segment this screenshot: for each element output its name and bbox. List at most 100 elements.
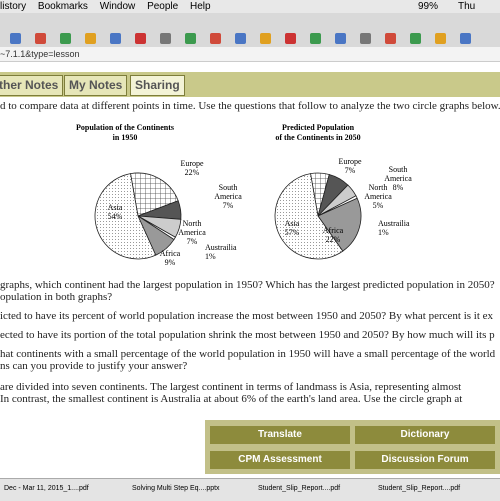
slice-name: Africa	[160, 249, 181, 258]
tool-button[interactable]: CPM Assessment	[210, 451, 350, 469]
slice-name: South	[389, 165, 408, 174]
bookmark-icon[interactable]	[185, 33, 196, 44]
url: ~7.1.1&type=lesson	[0, 49, 80, 59]
tab-bar: ther Notes My Notes Sharing	[0, 72, 500, 97]
slice-value: 1%	[205, 252, 216, 261]
slice-value: 7%	[345, 166, 356, 175]
bookmark-icon[interactable]	[260, 33, 271, 44]
slice-label: Europe 7%	[338, 157, 362, 175]
slice-name: North	[183, 219, 202, 228]
bookmark-icon[interactable]	[385, 33, 396, 44]
download-item[interactable]: Student_Slip_Report....pdf	[258, 485, 341, 492]
slice-name: Europe	[338, 157, 362, 166]
menu-item[interactable]: listory	[0, 1, 27, 12]
slice-label: North America 5%	[364, 183, 392, 210]
slice-label: North America 7%	[178, 219, 206, 246]
bookmark-icon[interactable]	[460, 33, 471, 44]
slice-name: Austrailia	[378, 219, 410, 228]
question-text: opulation in both graphs?	[0, 291, 113, 303]
slice-value: 7%	[223, 201, 234, 210]
tab[interactable]: My Notes	[64, 75, 128, 96]
bookmark-icon[interactable]	[435, 33, 446, 44]
bookmark-icon[interactable]	[410, 33, 421, 44]
slice-label: Africa 22%	[323, 226, 344, 244]
slice-name: America	[364, 192, 392, 201]
bookmark-icon[interactable]	[285, 33, 296, 44]
download-item[interactable]: Dec - Mar 11, 2015_1....pdf	[4, 485, 89, 492]
slice-name: America	[178, 228, 206, 237]
slice-value: 22%	[185, 168, 200, 177]
tool-button[interactable]: Dictionary	[355, 426, 495, 444]
slice-value: 57%	[285, 228, 300, 237]
question-text: are divided into seven continents. The l…	[0, 381, 462, 393]
intro-text: d to compare data at different points in…	[0, 100, 500, 112]
bookmark-icon[interactable]	[110, 33, 121, 44]
chart-title: of the Continents in 2050	[275, 133, 360, 142]
slice-label: Austrailia 1%	[205, 243, 237, 261]
bookmark-icon[interactable]	[210, 33, 221, 44]
slice-value: 7%	[187, 237, 198, 246]
slice-value: 5%	[373, 201, 384, 210]
download-item[interactable]: Solving Multi Step Eq....pptx	[132, 485, 220, 492]
slice-label: Europe 22%	[180, 159, 204, 177]
question-text: ected to have its portion of the total p…	[0, 329, 495, 341]
menu-item[interactable]: People	[147, 1, 179, 12]
pie-slice	[274, 173, 344, 260]
bookmark-icon[interactable]	[310, 33, 321, 44]
slice-label: Asia 57%	[285, 219, 300, 237]
question-text: icted to have its percent of world popul…	[0, 310, 494, 322]
tool-button[interactable]: Discussion Forum	[355, 451, 495, 469]
question-text: hat continents with a small percentage o…	[0, 348, 496, 360]
bookmark-icon[interactable]	[10, 33, 21, 44]
browser-toolbar	[0, 13, 500, 48]
slice-value: 22%	[326, 235, 341, 244]
bookmark-icon[interactable]	[160, 33, 171, 44]
battery: 99%	[418, 1, 439, 12]
pie-slice	[94, 173, 157, 260]
slice-name: Asia	[285, 219, 300, 228]
menu-item[interactable]: Window	[99, 1, 136, 12]
bookmark-icon[interactable]	[60, 33, 71, 44]
slice-name: Austrailia	[205, 243, 237, 252]
slice-value: 54%	[108, 212, 123, 221]
slice-name: America	[214, 192, 242, 201]
bookmark-icon[interactable]	[335, 33, 346, 44]
slice-name: South	[219, 183, 238, 192]
slice-value: 8%	[393, 183, 404, 192]
slice-value: 9%	[165, 258, 176, 267]
slice-label: Africa 9%	[160, 249, 181, 267]
downloads-bar: Dec - Mar 11, 2015_1....pdf Solving Mult…	[0, 478, 500, 501]
bookmark-icon[interactable]	[235, 33, 246, 44]
bookmark-icon[interactable]	[135, 33, 146, 44]
download-item[interactable]: Student_Slip_Report....pdf	[378, 485, 461, 492]
tab[interactable]: Sharing	[130, 75, 185, 96]
bookmark-icon[interactable]	[360, 33, 371, 44]
chart-title: in 1950	[113, 133, 138, 142]
slice-name: North	[369, 183, 388, 192]
question-text: In contrast, the smallest continent is A…	[0, 393, 463, 405]
menu-item[interactable]: Bookmarks	[37, 1, 88, 12]
menu-item[interactable]: Help	[189, 1, 211, 12]
tool-button[interactable]: Translate	[210, 426, 350, 444]
slice-label: South America 8%	[384, 165, 412, 192]
slice-name: Asia	[108, 203, 123, 212]
slice-value: 1%	[378, 228, 389, 237]
slice-label: Austrailia 1%	[378, 219, 410, 237]
tab[interactable]: ther Notes	[0, 75, 64, 96]
slice-label: South America 7%	[214, 183, 242, 210]
pie-slice	[317, 197, 362, 252]
tools-panel: Translate Dictionary CPM Assessment Disc…	[205, 420, 500, 474]
bookmark-icon[interactable]	[35, 33, 46, 44]
slice-name: Africa	[323, 226, 344, 235]
chart-title: Predicted Population	[282, 123, 355, 132]
menu-bar: listory Bookmarks Window People Help 99%…	[0, 0, 500, 25]
address-bar[interactable]: ~7.1.1&type=lesson	[0, 47, 500, 62]
slice-name: America	[384, 174, 412, 183]
slice-label: Asia 54%	[108, 203, 123, 221]
question-text: graphs, which continent had the largest …	[0, 279, 495, 291]
bookmark-icon[interactable]	[85, 33, 96, 44]
pie-slice	[130, 172, 179, 217]
slice-name: Europe	[180, 159, 204, 168]
